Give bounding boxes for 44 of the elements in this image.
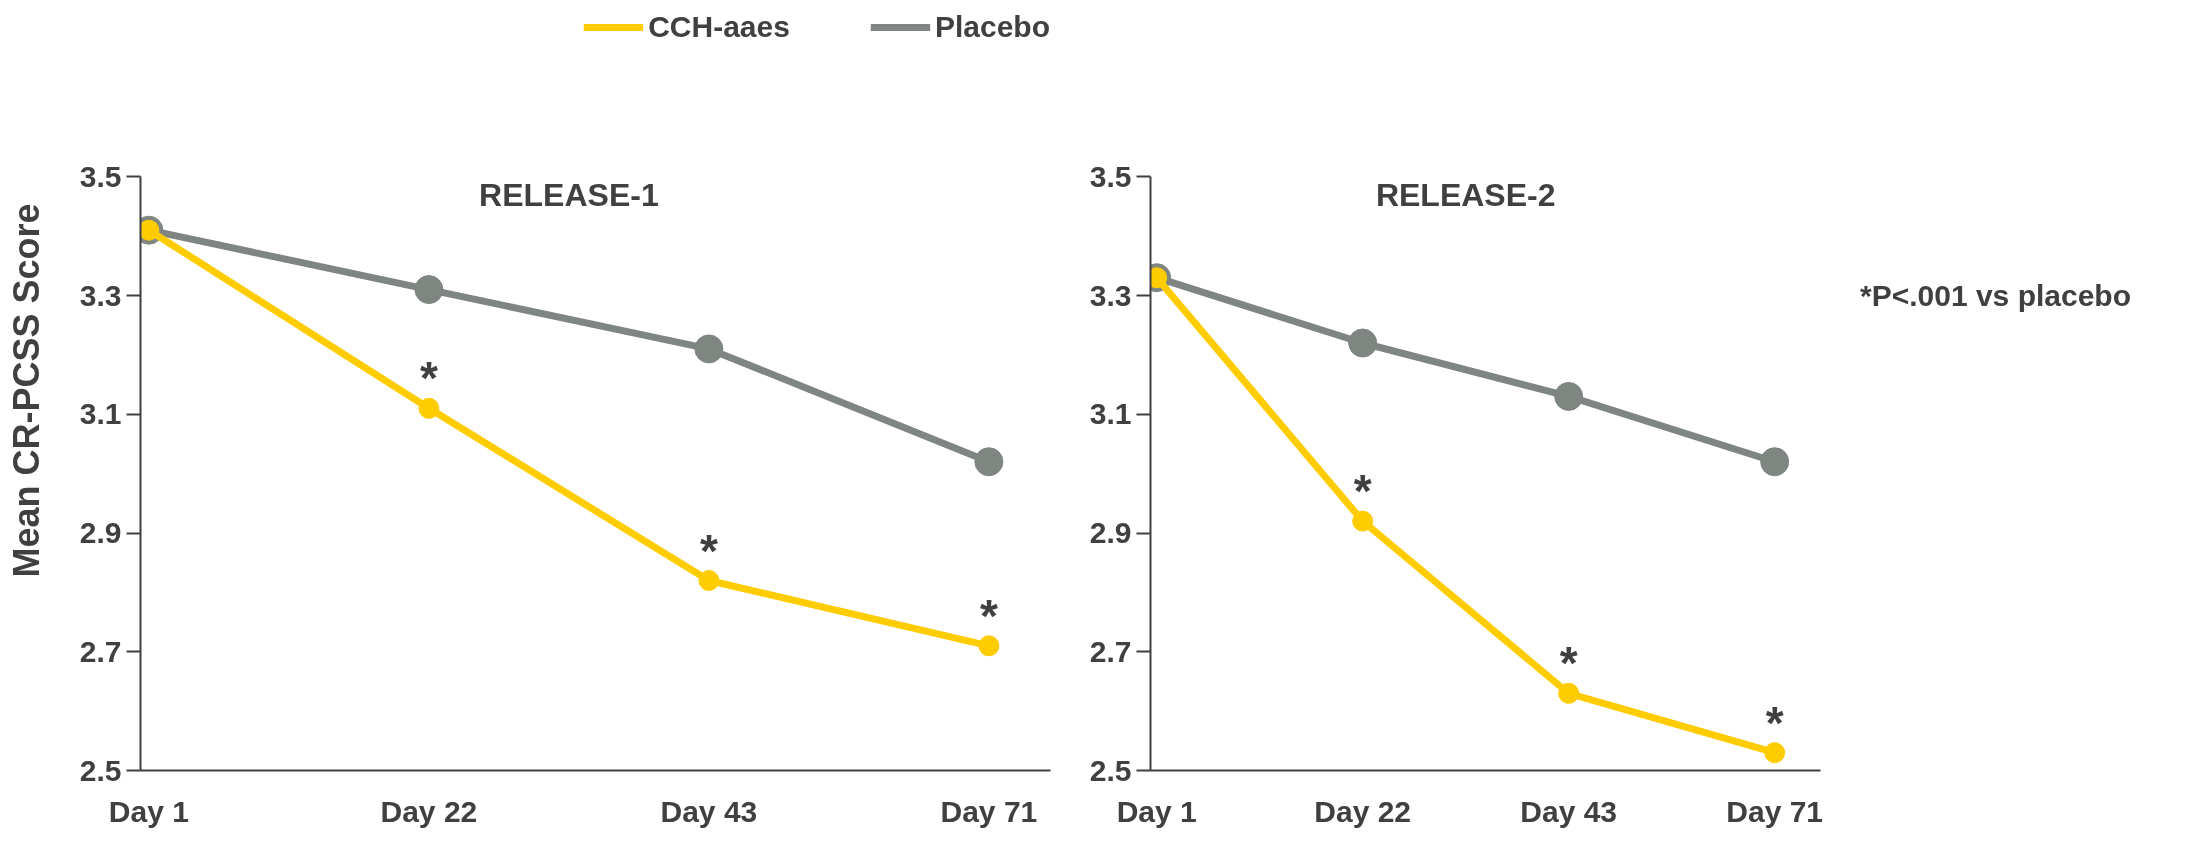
annotation: * (419, 352, 438, 405)
x-tick-label: Day 71 (1726, 794, 1824, 828)
y-axis-title: Mean CR-PCSS Score (5, 203, 47, 578)
y-tick-label: 3.5 (79, 159, 122, 193)
point (1760, 447, 1790, 477)
point (978, 635, 1000, 657)
point (1558, 682, 1580, 704)
y-tick-label: 2.7 (79, 634, 122, 668)
point (1764, 742, 1786, 764)
point (694, 334, 724, 364)
y-tick-label: 2.7 (1089, 634, 1132, 668)
annotation: * (1765, 696, 1784, 749)
chart-title: RELEASE-2 (1375, 176, 1556, 213)
annotation: * (979, 589, 998, 642)
annotation: * (1353, 465, 1372, 518)
text: *P<.001 vs placebo (1860, 279, 2131, 312)
y-tick-label: 2.5 (79, 753, 122, 787)
y-tick-label: 3.1 (1089, 397, 1132, 431)
annotation: * (699, 524, 718, 577)
y-tick-label: 3.5 (1089, 159, 1132, 193)
x-tick-label: Day 22 (1314, 794, 1412, 828)
x-tick-label: Day 1 (108, 794, 189, 828)
x-tick-label: Day 43 (660, 794, 758, 828)
point (1348, 328, 1378, 358)
x-tick-label: Day 1 (1116, 794, 1197, 828)
point (418, 397, 440, 419)
y-tick-label: 2.5 (1089, 753, 1132, 787)
point (974, 447, 1004, 477)
point (414, 275, 444, 305)
y-tick-label: 3.3 (79, 278, 122, 312)
x-tick-label: Day 71 (940, 794, 1038, 828)
y-tick-label: 3.1 (79, 397, 122, 431)
legend-label: Placebo (934, 10, 1050, 44)
point (1352, 510, 1374, 532)
x-tick-label: Day 22 (380, 794, 478, 828)
y-tick-label: 2.9 (1089, 516, 1132, 549)
y-tick-label: 2.9 (79, 516, 122, 549)
point (1554, 381, 1584, 411)
point (698, 570, 720, 591)
y-tick-label: 3.3 (1089, 278, 1132, 312)
chart-title: RELEASE-1 (479, 176, 659, 213)
annotation: * (1559, 637, 1578, 690)
x-tick-label: Day 43 (1520, 794, 1618, 828)
legend-label: CCH-aaes (648, 10, 790, 44)
